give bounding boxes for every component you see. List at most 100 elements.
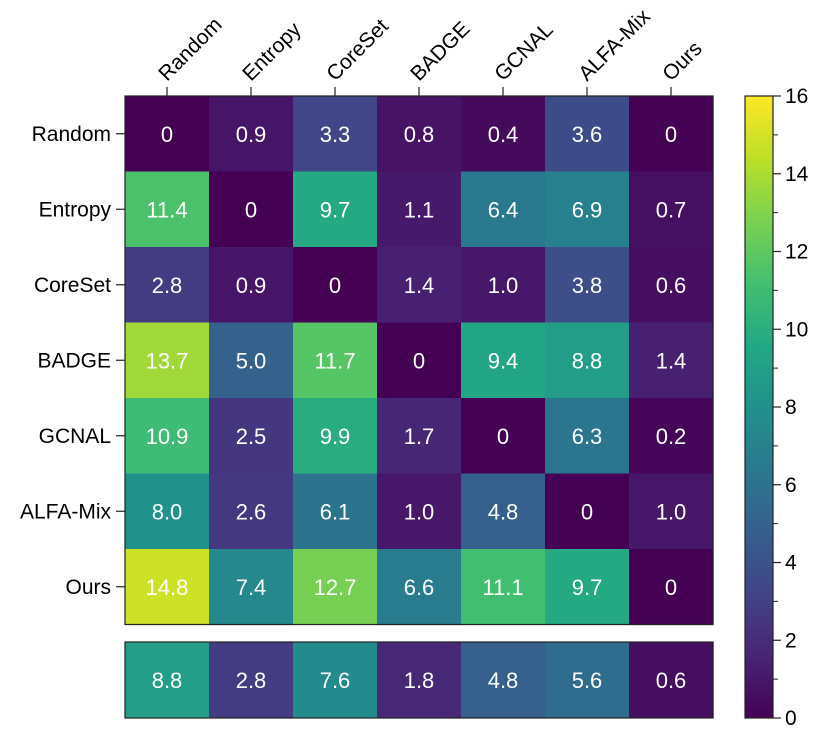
heatmap-cell-random-alfa-mix bbox=[545, 96, 630, 173]
summary-value-label: 7.6 bbox=[320, 668, 351, 693]
heatmap-cell-random-coreset bbox=[293, 96, 378, 173]
heatmap-cell-coreset-entropy bbox=[209, 247, 294, 324]
y-axis-labels: Random Entropy CoreSet BADGE GCNAL ALFA-Mix Ou… bbox=[20, 123, 125, 599]
cell-value-label: 1.0 bbox=[488, 273, 519, 298]
heatmap-cell-random-badge bbox=[377, 96, 462, 173]
cell-value-label: 0.9 bbox=[236, 122, 267, 147]
heatmap-cell-ours-entropy bbox=[209, 549, 294, 626]
cell-value-label: 1.7 bbox=[404, 424, 435, 449]
heatmap-cell-random-random bbox=[125, 96, 210, 173]
cell-value-label: 6.4 bbox=[488, 197, 519, 222]
summary-cell-badge bbox=[377, 642, 462, 718]
cell-value-label: 12.7 bbox=[314, 575, 357, 600]
heatmap-cell-coreset-coreset bbox=[293, 247, 378, 324]
cell-value-label: 11.4 bbox=[146, 197, 187, 222]
heatmap-cell-coreset-badge bbox=[377, 247, 462, 324]
cell-value-label: 0 bbox=[161, 122, 173, 147]
heatmap-cell-gcnal-gcnal bbox=[461, 398, 546, 475]
summary-value-label: 8.8 bbox=[152, 668, 183, 693]
cell-value-label: 3.6 bbox=[572, 122, 603, 147]
cell-value-label: 0 bbox=[497, 424, 509, 449]
summary-value-label: 5.6 bbox=[572, 668, 603, 693]
colorbar-tick-label: 0 bbox=[785, 707, 797, 730]
heatmap-cell-alfa-mix-ours bbox=[629, 473, 714, 550]
cell-value-label: 0 bbox=[245, 197, 257, 222]
summary-row: 8.8 2.8 7.6 1.8 4.8 5.6 0.6 bbox=[124, 641, 714, 719]
heatmap-cell-badge-gcnal bbox=[461, 322, 546, 399]
cell-value-label: 11.7 bbox=[314, 348, 355, 373]
colorbar-tick-label: 2 bbox=[785, 629, 797, 652]
cell-value-label: 0.9 bbox=[236, 273, 267, 298]
cell-value-label: 2.6 bbox=[236, 499, 267, 524]
heatmap-cell-gcnal-alfa-mix bbox=[545, 398, 630, 475]
cell-value-label: 3.3 bbox=[320, 122, 351, 147]
cell-value-label: 6.6 bbox=[404, 575, 435, 600]
heatmap-cell-badge-ours bbox=[629, 322, 714, 399]
colorbar-tick-label: 6 bbox=[785, 474, 797, 497]
cell-value-label: 2.5 bbox=[236, 424, 267, 449]
cell-value-label: 1.0 bbox=[656, 499, 687, 524]
cell-value-label: 9.4 bbox=[488, 348, 519, 373]
cell-value-label: 9.9 bbox=[320, 424, 351, 449]
cell-value-label: 1.4 bbox=[656, 348, 687, 373]
summary-cell-coreset bbox=[293, 642, 378, 718]
y-tick-label-coreset: CoreSet bbox=[34, 274, 111, 297]
colorbar-tick-label: 8 bbox=[785, 396, 797, 419]
heatmap-cell-entropy-gcnal bbox=[461, 171, 546, 248]
y-tick-label-entropy: Entropy bbox=[39, 198, 112, 221]
cell-value-label: 6.1 bbox=[320, 499, 351, 524]
heatmap-cell-gcnal-random bbox=[125, 398, 210, 475]
heatmap-cell-coreset-gcnal bbox=[461, 247, 546, 324]
cell-value-label: 1.0 bbox=[404, 499, 435, 524]
heatmap-cell-alfa-mix-gcnal bbox=[461, 473, 546, 550]
cell-value-label: 0 bbox=[665, 122, 677, 147]
y-tick-label-gcnal: GCNAL bbox=[39, 425, 111, 448]
cell-value-label: 0.6 bbox=[656, 273, 687, 298]
summary-value-label: 0.6 bbox=[656, 668, 687, 693]
cell-value-label: 9.7 bbox=[320, 197, 351, 222]
cell-value-label: 13.7 bbox=[146, 348, 189, 373]
cell-value-label: 9.7 bbox=[572, 575, 603, 600]
heatmap-cell-gcnal-ours bbox=[629, 398, 714, 475]
cell-value-label: 6.9 bbox=[572, 197, 603, 222]
heatmap-cell-entropy-random bbox=[125, 171, 210, 248]
summary-cell-ours bbox=[629, 642, 714, 718]
heatmap-cell-alfa-mix-random bbox=[125, 473, 210, 550]
heatmap-cell-entropy-entropy bbox=[209, 171, 294, 248]
cell-value-label: 8.8 bbox=[572, 348, 603, 373]
colorbar: 0 2 4 6 8 10 12 14 16 bbox=[744, 85, 809, 730]
heatmap-cell-gcnal-entropy bbox=[209, 398, 294, 475]
cell-value-label: 0 bbox=[665, 575, 677, 600]
summary-value-label: 4.8 bbox=[488, 668, 519, 693]
heatmap-cell-random-entropy bbox=[209, 96, 294, 173]
y-tick-label-alfa-mix: ALFA-Mix bbox=[20, 500, 112, 523]
summary-cell-entropy bbox=[209, 642, 294, 718]
cell-value-label: 11.1 bbox=[482, 575, 523, 600]
cell-value-label: 8.0 bbox=[152, 499, 183, 524]
summary-value-label: 1.8 bbox=[404, 668, 435, 693]
heatmap-cell-badge-coreset bbox=[293, 322, 378, 399]
heatmap-cell-alfa-mix-entropy bbox=[209, 473, 294, 550]
cell-value-label: 0 bbox=[413, 348, 425, 373]
summary-cell-random bbox=[125, 642, 210, 718]
colorbar-tick-label: 14 bbox=[785, 163, 809, 186]
heatmap-cell-ours-badge bbox=[377, 549, 462, 626]
summary-value-label: 2.8 bbox=[236, 668, 267, 693]
heatmap-cell-alfa-mix-badge bbox=[377, 473, 462, 550]
cell-value-label: 2.8 bbox=[152, 273, 183, 298]
y-tick-label-ours: Ours bbox=[65, 576, 111, 599]
cell-value-label: 3.8 bbox=[572, 273, 603, 298]
heatmap-cell-coreset-ours bbox=[629, 247, 714, 324]
cell-value-label: 4.8 bbox=[488, 499, 519, 524]
summary-cell-alfa-mix bbox=[545, 642, 630, 718]
cell-value-label: 0 bbox=[329, 273, 341, 298]
cell-value-label: 0.7 bbox=[656, 197, 687, 222]
heatmap-cell-ours-ours bbox=[629, 549, 714, 626]
heatmap-cell-coreset-random bbox=[125, 247, 210, 324]
heatmap-cell-entropy-alfa-mix bbox=[545, 171, 630, 248]
colorbar-gradient bbox=[744, 95, 774, 719]
heatmap-cell-random-ours bbox=[629, 96, 714, 173]
y-tick-label-random: Random bbox=[32, 123, 111, 146]
y-tick-label-badge: BADGE bbox=[37, 349, 111, 372]
